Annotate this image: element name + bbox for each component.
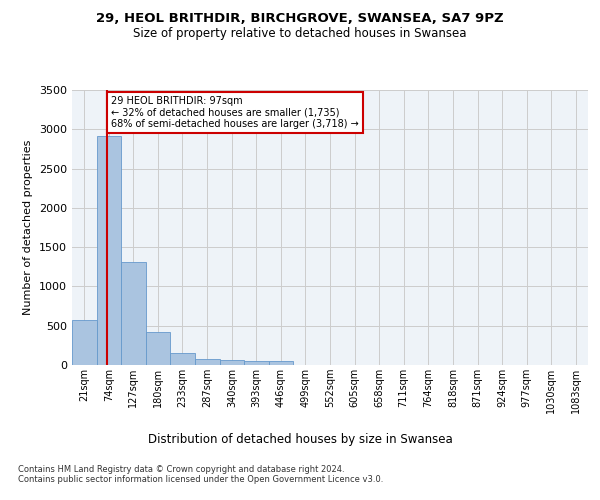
Bar [121,262,146,365]
Bar [269,362,293,365]
Y-axis label: Number of detached properties: Number of detached properties [23,140,34,315]
Bar [72,320,97,365]
Bar [97,136,121,365]
Bar [195,358,220,365]
Text: Distribution of detached houses by size in Swansea: Distribution of detached houses by size … [148,432,452,446]
Text: 29, HEOL BRITHDIR, BIRCHGROVE, SWANSEA, SA7 9PZ: 29, HEOL BRITHDIR, BIRCHGROVE, SWANSEA, … [96,12,504,26]
Text: Size of property relative to detached houses in Swansea: Size of property relative to detached ho… [133,28,467,40]
Bar [170,353,194,365]
Text: 29 HEOL BRITHDIR: 97sqm
← 32% of detached houses are smaller (1,735)
68% of semi: 29 HEOL BRITHDIR: 97sqm ← 32% of detache… [111,96,359,130]
Bar [220,360,244,365]
Bar [146,332,170,365]
Bar [244,361,269,365]
Text: Contains HM Land Registry data © Crown copyright and database right 2024.
Contai: Contains HM Land Registry data © Crown c… [18,465,383,484]
